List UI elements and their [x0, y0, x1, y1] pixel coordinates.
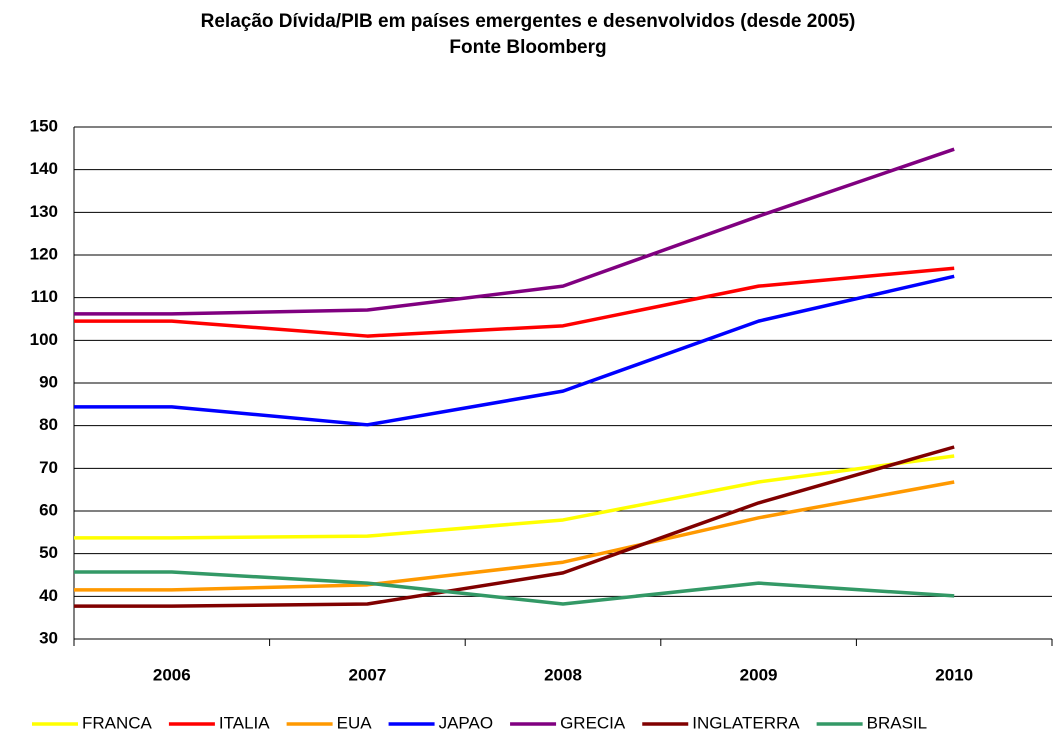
y-tick-label: 130 [30, 202, 58, 221]
chart-subtitle: Fonte Bloomberg [449, 37, 606, 58]
y-tick-label: 150 [30, 116, 58, 135]
x-tick-label: 2006 [153, 665, 191, 684]
y-tick-label: 50 [39, 543, 58, 562]
series-line [74, 445, 955, 608]
y-tick-label: 70 [39, 458, 58, 477]
y-tick-label: 80 [39, 415, 58, 434]
y-tick-label: 120 [30, 244, 58, 263]
legend-label: ITALIA [219, 713, 270, 732]
y-tick-label: 140 [30, 159, 58, 178]
series-line [74, 274, 955, 427]
series-line [74, 454, 955, 540]
series-line [74, 147, 955, 316]
y-tick-label: 60 [39, 500, 58, 519]
x-tick-label: 2007 [348, 665, 386, 684]
legend-label: JAPAO [439, 713, 493, 732]
series-line [74, 480, 955, 592]
y-tick-label: 100 [30, 330, 58, 349]
legend-label: BRASIL [867, 713, 927, 732]
legend-label: INGLATERRA [692, 713, 800, 732]
y-tick-label: 40 [39, 586, 58, 605]
x-tick-label: 2009 [740, 665, 778, 684]
y-tick-label: 90 [39, 372, 58, 391]
x-tick-label: 2008 [544, 665, 582, 684]
legend-label: GRECIA [560, 713, 626, 732]
y-tick-label: 30 [39, 628, 58, 647]
series-line [74, 570, 955, 606]
chart-title: Relação Dívida/PIB em países emergentes … [201, 11, 856, 32]
legend-label: FRANCA [82, 713, 153, 732]
y-tick-label: 110 [31, 287, 58, 306]
x-tick-label: 2010 [935, 665, 973, 684]
legend-label: EUA [337, 713, 373, 732]
series-line [74, 266, 955, 338]
